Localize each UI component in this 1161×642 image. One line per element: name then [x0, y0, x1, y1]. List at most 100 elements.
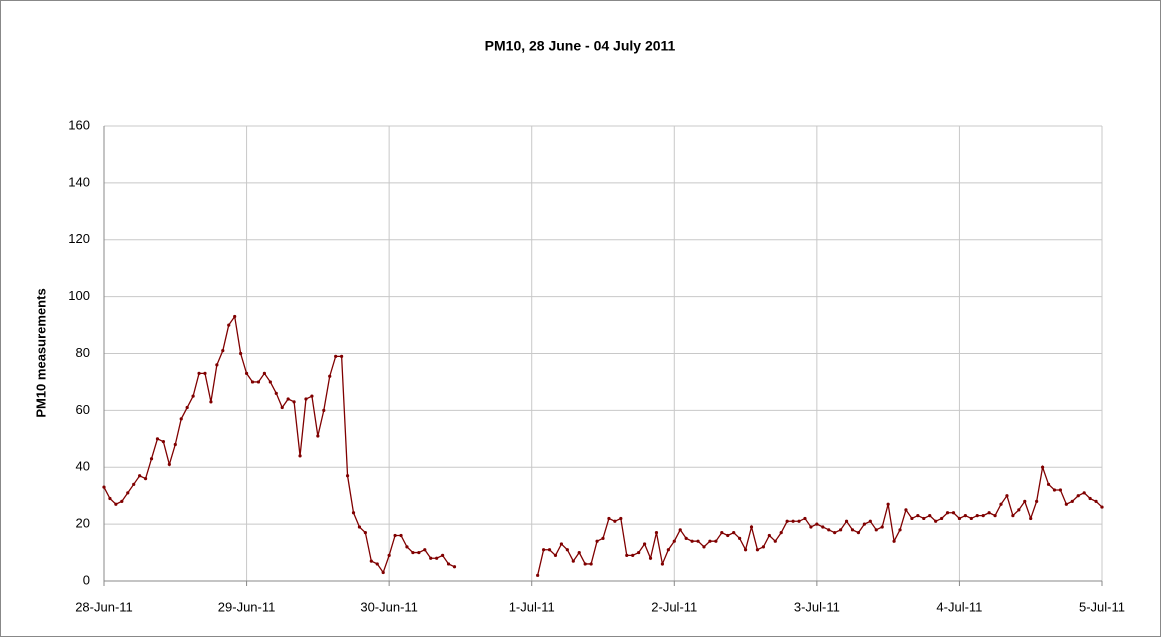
data-point: [886, 502, 890, 506]
y-tick-label: 100: [68, 288, 90, 303]
x-tick-label: 3-Jul-11: [794, 599, 840, 614]
data-point: [262, 371, 266, 376]
data-point: [1100, 505, 1104, 509]
data-point: [613, 519, 617, 523]
data-point: [138, 474, 142, 478]
data-point: [625, 553, 629, 558]
data-point: [981, 513, 985, 518]
data-point: [1058, 488, 1063, 492]
data-point: [268, 380, 272, 384]
chart-title: PM10, 28 June - 04 July 2011: [485, 38, 676, 54]
data-point: [328, 374, 332, 378]
data-point: [827, 528, 831, 532]
data-point: [999, 502, 1003, 506]
y-tick-label: 40: [76, 459, 90, 474]
data-point: [435, 556, 439, 560]
x-tick-label: 5-Jul-11: [1079, 599, 1125, 614]
data-point: [227, 323, 231, 327]
data-point: [916, 513, 920, 518]
data-point: [583, 562, 587, 566]
data-point: [654, 531, 659, 535]
data-point: [708, 539, 712, 543]
data-point: [399, 533, 403, 538]
data-point: [393, 533, 397, 538]
data-point: [1076, 494, 1080, 498]
y-tick-label: 160: [68, 117, 90, 132]
data-point: [987, 511, 991, 515]
data-point: [957, 516, 962, 521]
data-point: [126, 491, 130, 495]
data-point: [179, 417, 183, 421]
data-point: [726, 533, 730, 538]
data-point: [785, 519, 789, 523]
data-point: [945, 511, 950, 515]
data-point: [963, 513, 967, 518]
data-point: [684, 536, 688, 540]
data-point: [993, 513, 997, 518]
data-point: [541, 548, 546, 552]
data-point: [429, 556, 433, 560]
data-point: [648, 556, 653, 560]
data-point: [803, 516, 807, 521]
data-point: [642, 542, 647, 546]
data-point: [809, 525, 813, 529]
data-point: [892, 539, 896, 543]
data-point: [292, 400, 296, 404]
data-point: [233, 314, 237, 319]
data-point: [922, 516, 926, 521]
data-point: [850, 528, 855, 532]
data-point: [1064, 502, 1068, 506]
data-point: [334, 354, 338, 358]
data-point: [928, 513, 932, 518]
data-point: [351, 511, 356, 515]
data-point: [387, 553, 391, 558]
data-point: [660, 562, 665, 566]
y-tick-label: 0: [83, 572, 90, 587]
data-point: [452, 565, 457, 569]
data-point: [1035, 499, 1039, 503]
data-point: [286, 397, 290, 401]
data-point: [1029, 516, 1033, 521]
y-tick-label: 60: [76, 402, 90, 417]
data-point: [779, 531, 783, 535]
data-point: [1023, 499, 1027, 503]
data-point: [203, 371, 207, 376]
data-point: [197, 371, 201, 376]
data-point: [821, 525, 825, 529]
data-point: [161, 440, 166, 444]
data-point: [185, 405, 189, 410]
data-point: [637, 550, 641, 555]
y-tick-label: 120: [68, 231, 90, 246]
data-point: [797, 519, 801, 523]
data-point: [239, 351, 243, 356]
data-point: [666, 548, 670, 552]
data-point: [114, 502, 118, 506]
data-point: [565, 548, 569, 552]
data-point: [143, 477, 148, 481]
data-point: [910, 516, 914, 521]
data-point: [595, 539, 599, 543]
data-point: [571, 559, 575, 563]
data-point: [702, 545, 706, 549]
data-point: [417, 550, 421, 555]
x-tick-label: 1-Jul-11: [509, 599, 555, 614]
data-point: [749, 525, 754, 529]
data-point: [732, 531, 736, 535]
data-point: [678, 528, 682, 532]
data-point: [940, 516, 944, 521]
data-point: [1046, 482, 1051, 486]
data-point: [720, 531, 724, 535]
data-point: [1017, 508, 1021, 512]
data-point: [1070, 499, 1074, 503]
data-point: [969, 516, 973, 521]
data-point: [743, 548, 748, 552]
data-point: [536, 573, 540, 577]
data-point: [607, 516, 611, 521]
data-point: [553, 553, 558, 558]
data-point: [256, 380, 261, 384]
data-point: [672, 539, 676, 543]
data-point: [298, 454, 302, 458]
data-point: [975, 513, 979, 518]
data-point: [375, 562, 379, 566]
